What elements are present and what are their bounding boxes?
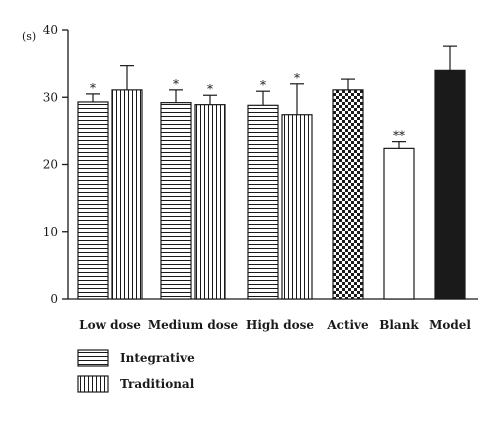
- bar-medium-dose: [194, 104, 226, 300]
- legend-label-traditional: Traditional: [120, 377, 195, 391]
- legend-swatch-integrative: [77, 349, 109, 367]
- y-tick-label: 0: [50, 292, 58, 306]
- labels-layer: * * *****Low dose Medium dose High dose Activ…: [79, 71, 471, 332]
- x-category-label: High dose: [246, 318, 314, 332]
- legend: Integrative Traditional: [77, 349, 195, 393]
- significance-marker: **: [393, 129, 405, 143]
- bars-layer: [77, 45, 466, 300]
- significance-marker: *: [173, 77, 179, 91]
- significance-marker: *: [90, 81, 96, 95]
- x-category-label: Medium dose: [148, 318, 239, 332]
- bar-model: [434, 69, 466, 300]
- y-tick-label: 20: [43, 158, 58, 172]
- bar-active: [332, 89, 364, 300]
- bar-high-dose: [281, 114, 313, 300]
- bar-high-dose: [247, 104, 279, 300]
- bar-blank: [383, 147, 415, 300]
- significance-marker: *: [294, 71, 300, 85]
- bar-low-dose: [77, 101, 109, 300]
- y-tick-label: 10: [43, 225, 58, 239]
- x-category-label: Blank: [379, 318, 419, 332]
- y-tick-label: 40: [43, 23, 58, 37]
- legend-label-integrative: Integrative: [120, 351, 195, 365]
- legend-swatch-traditional: [77, 375, 109, 393]
- y-axis-unit-label: (s): [22, 30, 36, 43]
- x-category-label: Low dose: [79, 318, 141, 332]
- y-tick-label: 30: [43, 90, 58, 104]
- x-category-label: Active: [326, 318, 369, 332]
- significance-marker: *: [207, 82, 213, 96]
- bar-medium-dose: [160, 102, 192, 300]
- x-category-label: Model: [429, 318, 471, 332]
- bar-low-dose: [111, 89, 143, 300]
- significance-marker: *: [260, 78, 266, 92]
